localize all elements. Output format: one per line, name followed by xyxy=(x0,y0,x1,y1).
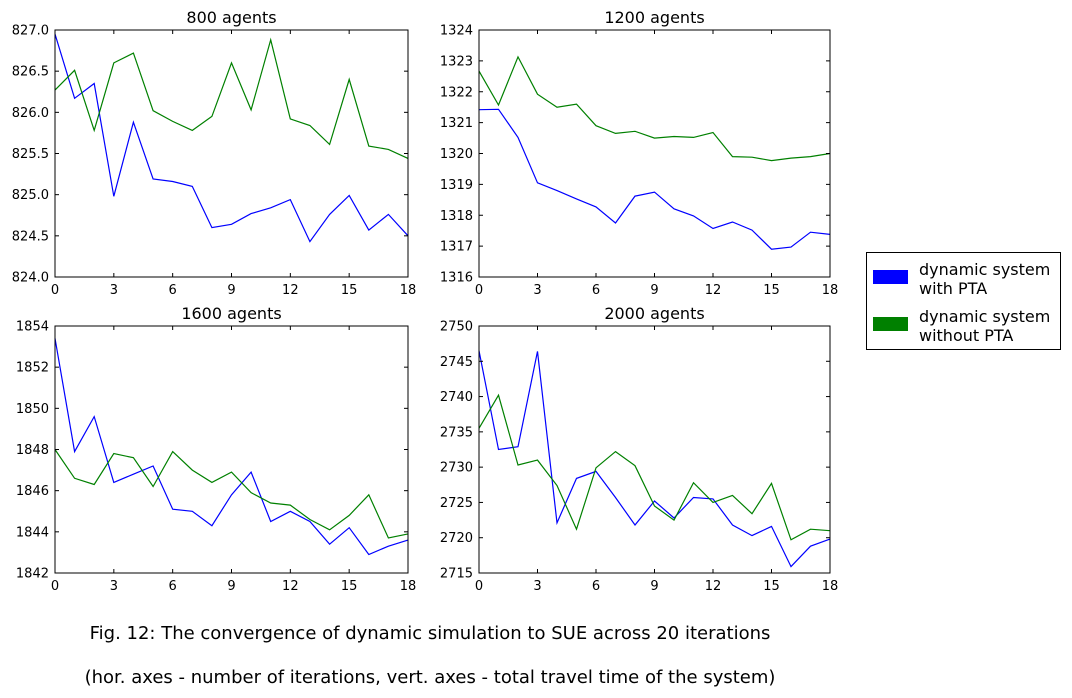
panel-title: 800 agents xyxy=(186,8,276,27)
chart-panel-2: 1200 agents 0 3 6 9 12 15 18 1316 1317 1318 1319 132… xyxy=(440,8,838,298)
x-tick-label: 3 xyxy=(533,579,541,594)
x-tick-label: 12 xyxy=(705,579,722,594)
x-tick-label: 6 xyxy=(169,283,177,298)
chart-panel-4: 2000 agents 0 3 6 9 12 15 18 2715 2720 2725 2730 273… xyxy=(440,304,838,594)
y-tick-label: 824.5 xyxy=(12,229,49,244)
x-tick-label: 6 xyxy=(169,579,177,594)
legend: dynamic system with PTA dynamic system w… xyxy=(866,252,1061,350)
series-line-with-pta xyxy=(54,33,409,243)
y-tick-label: 2720 xyxy=(440,531,473,546)
x-tick-label: 0 xyxy=(475,579,483,594)
x-tick-label: 0 xyxy=(51,579,59,594)
x-tick-label: 18 xyxy=(400,283,417,298)
y-tick-label: 1320 xyxy=(440,147,473,162)
legend-label-without-pta: dynamic system without PTA xyxy=(919,307,1051,345)
series-line-with-pta xyxy=(478,108,831,250)
y-tick-label: 2725 xyxy=(440,496,473,511)
x-tick-label: 9 xyxy=(227,283,235,298)
x-tick-label: 18 xyxy=(822,283,839,298)
y-tick-label: 824.0 xyxy=(12,271,49,286)
y-tick-label: 1852 xyxy=(16,361,49,376)
x-tick-label: 18 xyxy=(822,579,839,594)
x-tick-label: 0 xyxy=(51,283,59,298)
y-tick-label: 826.5 xyxy=(12,65,49,80)
x-tick-label: 6 xyxy=(592,283,600,298)
series-line-with-pta xyxy=(54,338,409,556)
axes-frame xyxy=(54,29,409,278)
series-line-without-pta xyxy=(478,393,831,541)
x-tick-label: 12 xyxy=(282,283,299,298)
x-tick-label: 6 xyxy=(592,579,600,594)
axes-frame xyxy=(478,325,831,574)
y-tick-label: 1846 xyxy=(16,484,49,499)
x-tick-label: 3 xyxy=(110,579,118,594)
axes-frame xyxy=(478,29,831,278)
panel-title: 2000 agents xyxy=(604,304,704,323)
y-tick-label: 1848 xyxy=(16,443,49,458)
x-tick-label: 3 xyxy=(110,283,118,298)
x-tick-label: 3 xyxy=(533,283,541,298)
x-tick-label: 12 xyxy=(705,283,722,298)
y-tick-label: 1844 xyxy=(16,525,49,540)
series-line-with-pta xyxy=(478,350,831,568)
y-tick-label: 825.0 xyxy=(12,188,49,203)
x-tick-label: 9 xyxy=(650,283,658,298)
panel-title: 1600 agents xyxy=(181,304,281,323)
y-tick-label: 1316 xyxy=(440,271,473,286)
y-tick-label: 2730 xyxy=(440,461,473,476)
chart-panel-1: 800 agents 0 3 6 9 12 15 18 824.0 824.5 825.0 825.5… xyxy=(12,8,416,298)
legend-swatch-without-pta xyxy=(873,317,908,331)
figure-caption: Fig. 12: The convergence of dynamic simu… xyxy=(89,623,771,644)
y-tick-label: 827.0 xyxy=(12,24,49,39)
y-tick-label: 1850 xyxy=(16,402,49,417)
y-tick-label: 1323 xyxy=(440,54,473,69)
x-tick-label: 12 xyxy=(282,579,299,594)
legend-swatch-with-pta xyxy=(873,270,908,284)
x-tick-label: 15 xyxy=(763,579,780,594)
y-tick-label: 1854 xyxy=(16,320,49,335)
x-tick-label: 0 xyxy=(475,283,483,298)
x-tick-label: 9 xyxy=(227,579,235,594)
chart-panel-3: 1600 agents 0 3 6 9 12 15 18 1842 1844 1846 1848 185… xyxy=(16,304,416,594)
y-tick-label: 2735 xyxy=(440,425,473,440)
y-tick-label: 2715 xyxy=(440,567,473,582)
series-line-without-pta xyxy=(54,449,409,539)
y-tick-label: 1318 xyxy=(440,209,473,224)
x-tick-label: 15 xyxy=(341,579,358,594)
y-tick-label: 825.5 xyxy=(12,147,49,162)
y-tick-label: 1317 xyxy=(440,240,473,255)
series-line-without-pta xyxy=(478,55,831,162)
y-tick-label: 2750 xyxy=(440,320,473,335)
y-tick-label: 2745 xyxy=(440,355,473,370)
x-tick-label: 15 xyxy=(341,283,358,298)
series-line-without-pta xyxy=(54,37,409,159)
panel-title: 1200 agents xyxy=(604,8,704,27)
y-tick-label: 1324 xyxy=(440,24,473,39)
y-tick-label: 1842 xyxy=(16,567,49,582)
y-tick-label: 826.0 xyxy=(12,106,49,121)
legend-label-with-pta: dynamic system with PTA xyxy=(919,260,1051,298)
x-tick-label: 9 xyxy=(650,579,658,594)
y-tick-label: 1321 xyxy=(440,116,473,131)
x-tick-label: 18 xyxy=(400,579,417,594)
y-tick-label: 1322 xyxy=(440,85,473,100)
x-tick-label: 15 xyxy=(763,283,780,298)
y-tick-label: 2740 xyxy=(440,390,473,405)
y-tick-label: 1319 xyxy=(440,178,473,193)
figure-caption-note: (hor. axes - number of iterations, vert.… xyxy=(84,667,776,688)
